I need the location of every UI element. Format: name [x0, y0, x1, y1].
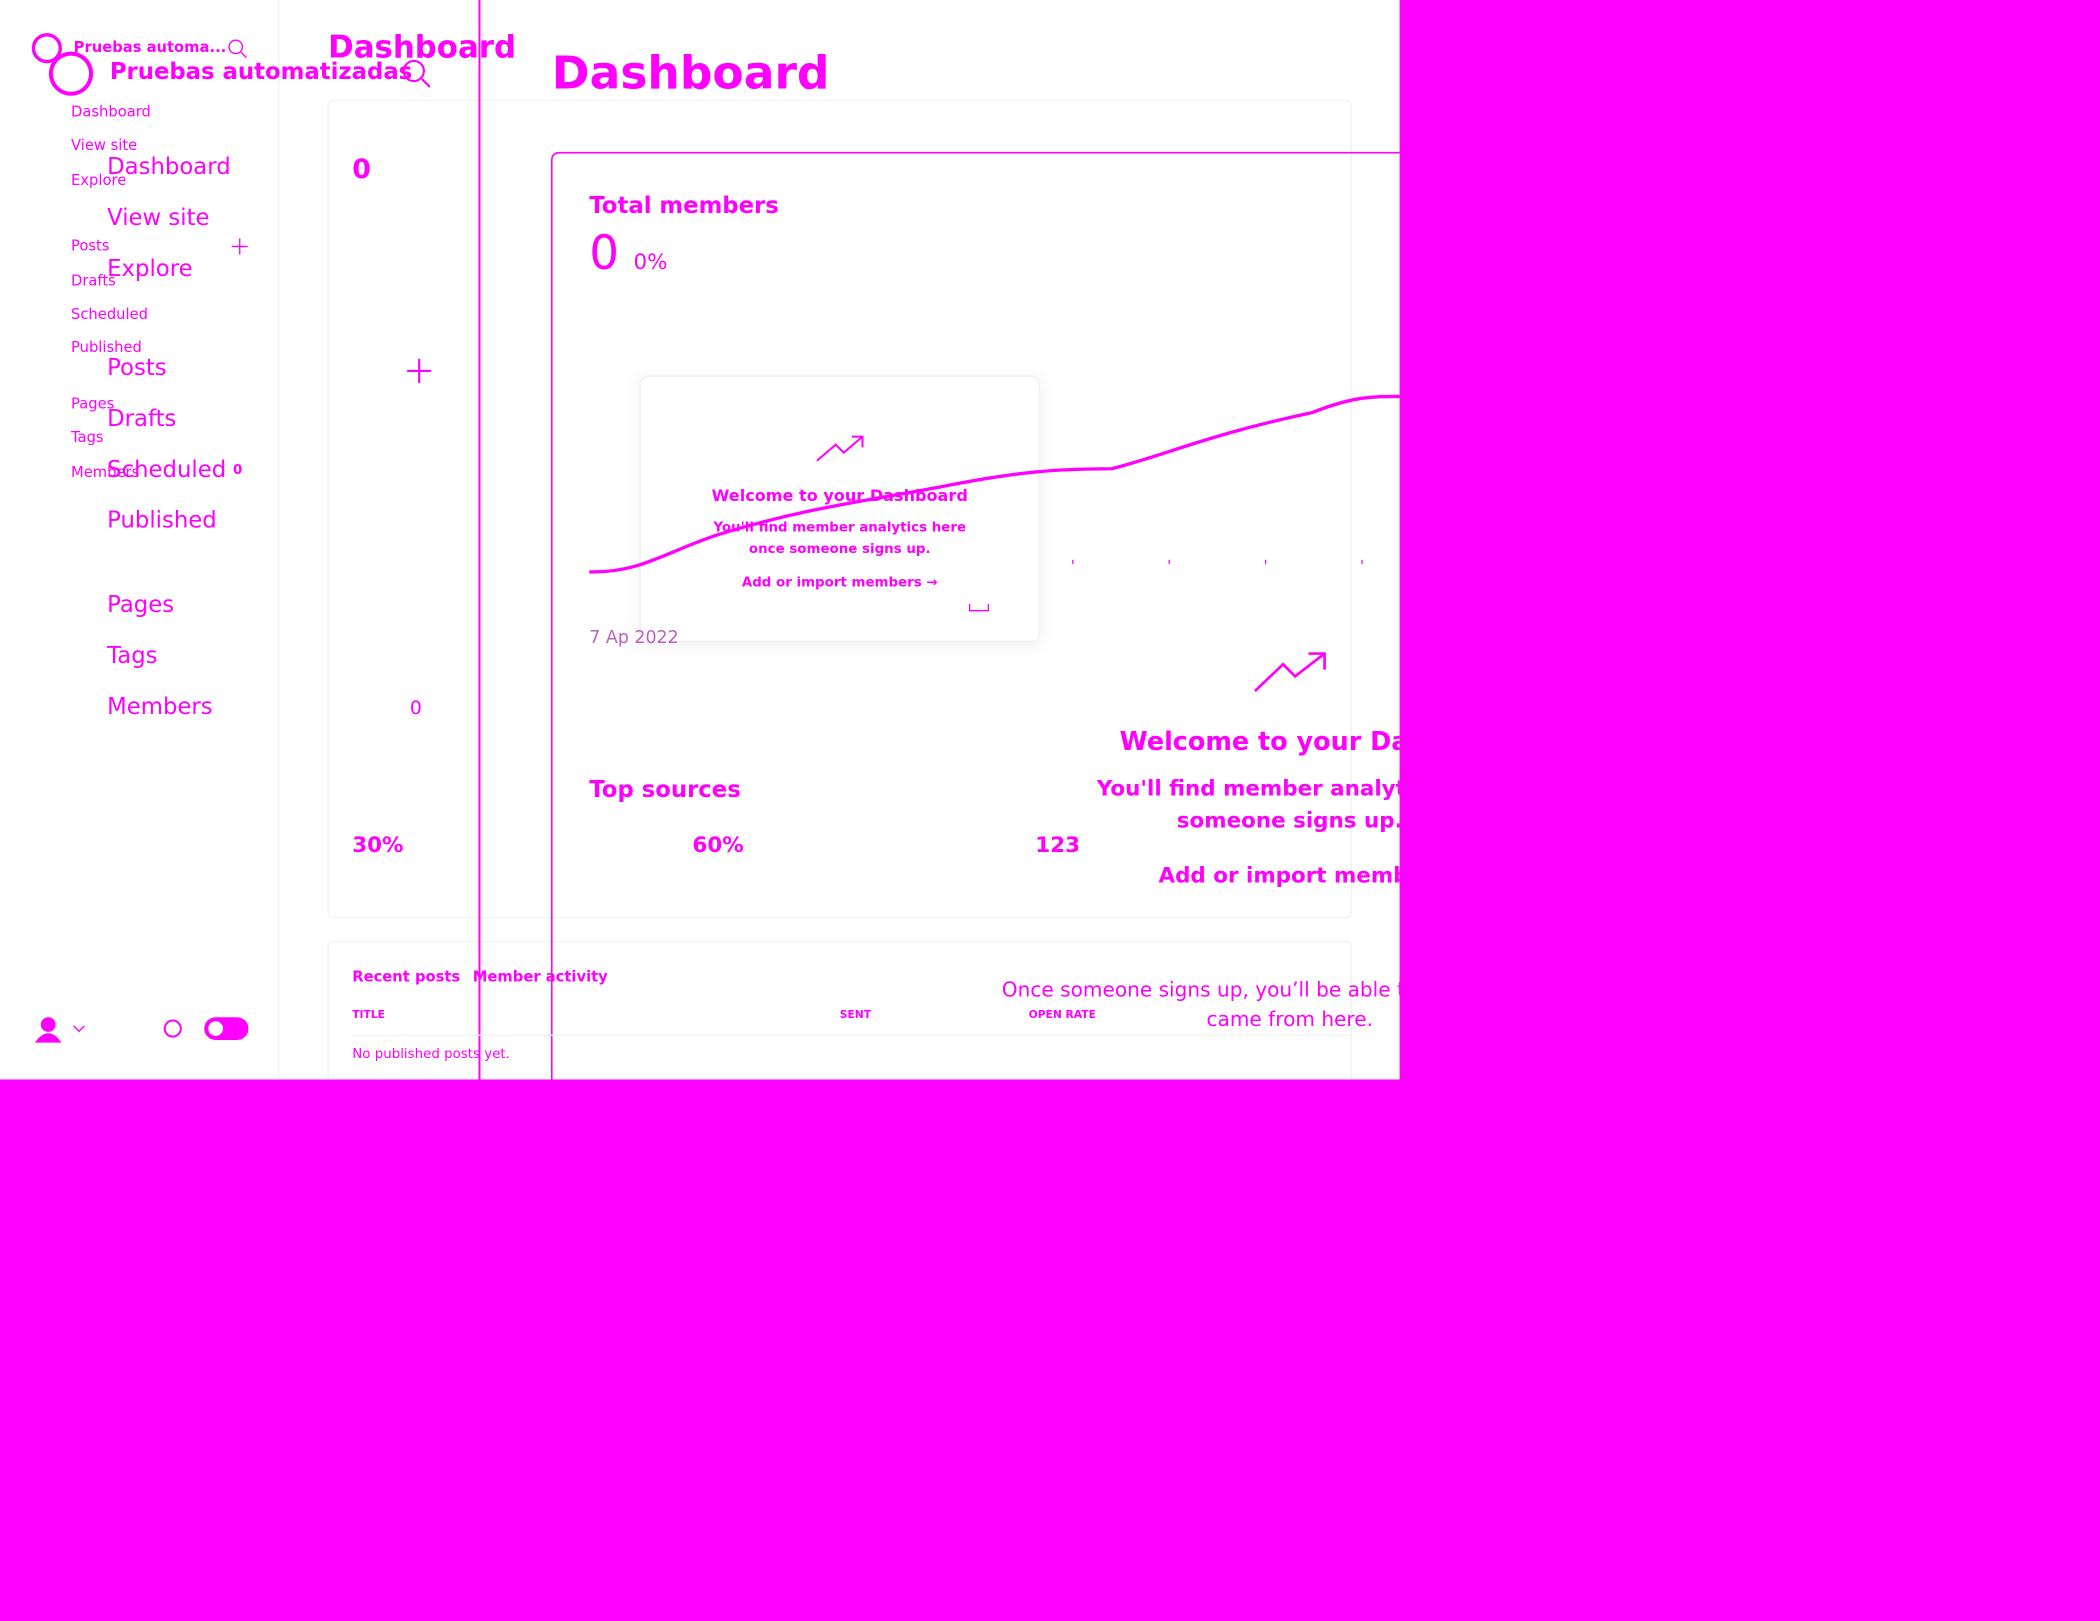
nav-item[interactable]: Posts [107, 354, 167, 382]
stat-value: 0 [352, 152, 371, 185]
nav-item[interactable]: Scheduled [70, 305, 149, 323]
metric: 123 [1035, 831, 1081, 858]
small-chart-ticks [968, 559, 1363, 612]
welcome-link[interactable]: Add or import members [1158, 862, 1399, 888]
column-header: OPEN RATE [1028, 1008, 1096, 1021]
nav-item[interactable]: Dashboard [107, 154, 231, 181]
nav-item[interactable]: Published [107, 507, 217, 535]
badge: 0 [233, 463, 243, 479]
nav-item[interactable]: Drafts [107, 405, 177, 433]
nav-item[interactable]: View site [70, 136, 138, 155]
small-logo [31, 33, 62, 64]
large-card-border [550, 151, 1400, 1080]
welcome-link[interactable]: Add or import members → [741, 575, 938, 591]
user-avatar [34, 1033, 62, 1043]
total-change: 0% [633, 249, 668, 275]
badge: 0 [409, 697, 422, 720]
workspace-name: Pruebas automatizadas [109, 58, 413, 86]
welcome-title: Welcome to your Dashb [1119, 727, 1400, 757]
nav-item[interactable]: View site [107, 204, 210, 232]
nav-item[interactable]: Published [70, 338, 142, 357]
total-value: 0 [589, 227, 620, 282]
workspace-name: Pruebas automa... [73, 38, 227, 57]
page-title: Dashboard [551, 46, 830, 101]
nav-item[interactable]: Pages [107, 591, 175, 619]
small-trend-icon [816, 435, 864, 462]
nav-item[interactable]: Scheduled [107, 456, 227, 484]
column-header: TITLE [352, 1008, 385, 1021]
nav-item[interactable]: Dashboard [70, 103, 151, 121]
large-chart-line [589, 394, 1400, 574]
nav-item[interactable]: Explore [107, 255, 193, 283]
large-logo [48, 51, 94, 96]
metric: 60% [692, 831, 744, 858]
large-search-icon [402, 59, 425, 83]
nav-item[interactable]: Tags [107, 642, 158, 670]
note: came from here. [1206, 1007, 1373, 1032]
large-add-icon [407, 358, 432, 384]
metric: 30% [352, 831, 404, 858]
nav-item[interactable]: Pages [70, 395, 115, 413]
layout-graphics [31, 0, 1400, 1080]
welcome-body: You'll find member analytics h [1096, 775, 1400, 801]
small-card [327, 940, 1353, 1080]
nav-item[interactable]: Drafts [70, 271, 116, 290]
small-search-icon [228, 39, 244, 55]
chart-date: 7 Ap 2022 [589, 628, 679, 649]
theme-toggle[interactable] [206, 1019, 225, 1038]
nav-item[interactable]: Posts [70, 237, 110, 255]
small-welcome-card [639, 375, 1040, 643]
app-window: Pruebas automa... Dashboard Dashboard View … [0, 0, 1400, 1080]
empty-message: No published posts yet. [352, 1047, 510, 1063]
welcome-body: someone signs up. [1176, 807, 1400, 834]
tab[interactable]: Recent posts [352, 968, 461, 986]
large-search-icon [421, 78, 431, 88]
nav-item[interactable]: Members [107, 693, 213, 721]
welcome-body: You'll find member analytics here once s… [713, 520, 967, 558]
nav-item[interactable]: Tags [70, 428, 104, 446]
note: Once someone signs up, you’ll be able t [1001, 977, 1400, 1002]
settings-icon [163, 1019, 182, 1038]
user-avatar [40, 1017, 56, 1032]
nav-item[interactable]: Members [70, 463, 140, 481]
column-header: SENT [839, 1008, 872, 1021]
page-title: Dashboard [328, 30, 517, 66]
tab[interactable]: Member activity [472, 968, 608, 986]
small-search-icon [240, 51, 247, 59]
small-card [327, 99, 1353, 919]
small-add-icon [231, 238, 248, 255]
large-trend-icon [1254, 652, 1326, 693]
section-title: Top sources [589, 776, 741, 804]
card-label: Total members [589, 192, 779, 220]
nav-item[interactable]: Explore [70, 171, 127, 189]
chevron [73, 1025, 85, 1033]
welcome-title: Welcome to your Dashboard [711, 486, 968, 505]
